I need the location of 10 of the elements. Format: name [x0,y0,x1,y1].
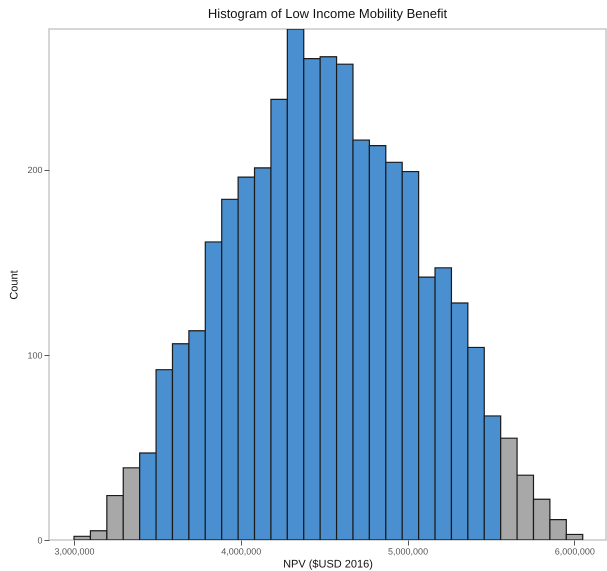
y-tick-label: 0 [37,536,42,546]
x-axis-title: NPV ($USD 2016) [283,558,373,570]
y-tick-label: 200 [27,165,42,176]
x-tick-label: 6,000,000 [554,546,595,556]
x-tick-label: 5,000,000 [388,546,428,556]
x-tick-label: 4,000,000 [221,546,262,556]
y-axis-title: Count [8,270,20,300]
chart-title: Histogram of Low Income Mobility Benefit [208,6,448,21]
y-tick-label: 100 [27,350,42,360]
x-tick-label: 3,000,000 [54,546,95,556]
